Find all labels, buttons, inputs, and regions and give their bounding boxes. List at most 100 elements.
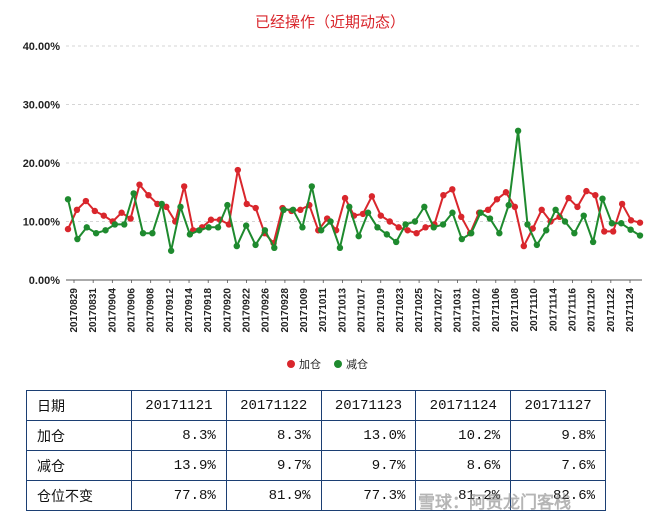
x-tick-label: 20171027 <box>433 288 444 333</box>
data-point <box>83 224 90 231</box>
data-point <box>618 220 625 227</box>
table-cell: 7.6% <box>510 450 606 481</box>
data-point <box>538 206 545 213</box>
table-cell: 13.9% <box>131 450 227 481</box>
y-tick-label: 30.00% <box>23 100 61 112</box>
data-point <box>458 213 465 221</box>
table-cell: 81.2% <box>415 480 512 511</box>
x-tick-label: 20171120 <box>587 288 598 332</box>
x-tick-label: 20170829 <box>69 288 80 333</box>
table-cell: 9.7% <box>225 450 322 481</box>
data-point <box>583 187 590 195</box>
data-point <box>486 215 494 222</box>
x-tick-label: 20170904 <box>107 288 118 333</box>
data-point <box>82 197 90 205</box>
data-point <box>327 218 334 225</box>
x-tick-label: 20170922 <box>242 288 253 333</box>
data-point <box>571 230 578 237</box>
x-tick-label: 20171122 <box>606 288 617 332</box>
data-point <box>280 206 287 213</box>
data-point <box>243 200 250 208</box>
table-cell: 8.6% <box>415 450 512 481</box>
data-point <box>154 200 161 208</box>
data-point <box>346 203 353 211</box>
data-point <box>207 216 215 223</box>
data-point <box>601 228 608 235</box>
series-加仓 <box>64 166 644 250</box>
table-cell: 10.2% <box>415 420 512 451</box>
data-point <box>430 224 437 231</box>
x-tick-label: 20171019 <box>376 288 387 333</box>
data-point <box>252 204 259 212</box>
data-point <box>102 227 109 234</box>
x-tick-label: 20171025 <box>414 288 425 333</box>
x-tick-label: 20170912 <box>165 288 176 333</box>
data-point <box>520 242 528 250</box>
data-point <box>524 221 531 228</box>
x-tick-label: 20171114 <box>548 288 559 332</box>
x-tick-label: 20170926 <box>261 288 272 333</box>
table-row: 减仓 13.9% 9.7% 9.7% 8.6% 7.6% <box>26 450 606 481</box>
data-point <box>289 206 297 213</box>
data-point <box>130 190 137 197</box>
date-cell: 20171121 <box>131 390 227 421</box>
data-point <box>543 227 550 234</box>
data-point <box>299 224 306 231</box>
x-tick-label: 20171116 <box>567 288 578 332</box>
legend-label: 减仓 <box>346 357 368 371</box>
summary-table: 日期 20171121 20171122 20171123 20171124 2… <box>26 390 606 511</box>
data-point <box>439 221 447 228</box>
data-point <box>261 227 269 234</box>
y-tick-label: 10.00% <box>23 217 61 229</box>
x-tick-label: 20171031 <box>452 288 463 333</box>
x-tick-label: 20171011 <box>318 288 329 332</box>
x-tick-label: 20170918 <box>203 288 214 333</box>
date-cell: 20171122 <box>225 390 322 421</box>
x-tick-label: 20170928 <box>280 288 291 333</box>
date-cell: 20171127 <box>510 390 606 421</box>
data-point <box>421 203 428 211</box>
chart-title: 已经操作（近期动态） <box>255 13 405 31</box>
table-cell: 82.6% <box>510 480 606 511</box>
x-tick-label: 20170906 <box>127 288 138 333</box>
table-row: 加仓 8.3% 8.3% 13.0% 10.2% 9.8% <box>26 420 606 451</box>
data-point <box>395 224 402 231</box>
data-point <box>502 189 510 196</box>
data-point <box>505 201 512 209</box>
y-tick-label: 20.00% <box>23 158 61 170</box>
data-point <box>224 201 231 209</box>
data-point <box>341 194 349 202</box>
data-point <box>383 231 391 238</box>
data-point <box>177 203 184 211</box>
data-point <box>64 225 72 233</box>
data-point <box>180 183 188 190</box>
data-point <box>411 218 419 225</box>
data-point <box>493 196 501 203</box>
data-point <box>111 221 119 228</box>
x-tick-label: 20171023 <box>395 288 406 333</box>
data-point <box>73 206 81 213</box>
data-point <box>121 221 128 228</box>
data-point <box>413 230 420 237</box>
data-point <box>477 209 484 216</box>
table-cell: 9.7% <box>320 450 417 481</box>
data-point <box>100 212 107 219</box>
y-tick-label: 0.00% <box>29 275 60 287</box>
data-point <box>92 230 100 237</box>
data-point <box>317 227 325 234</box>
data-point <box>458 235 466 243</box>
data-point <box>422 224 429 231</box>
data-point <box>589 238 597 246</box>
data-point <box>374 224 381 231</box>
line-chart: 已经操作（近期动态） 0.00% 10.00% 20.00% 30.00% 40.00%… <box>23 13 644 371</box>
y-tick-label: 40.00% <box>23 41 61 53</box>
data-point <box>64 196 72 203</box>
data-point <box>468 230 475 237</box>
data-point <box>574 203 581 211</box>
data-point <box>580 212 587 219</box>
data-point <box>449 186 456 193</box>
data-point <box>368 193 376 200</box>
data-point <box>533 241 541 249</box>
legend-item: 减仓 <box>334 357 368 371</box>
legend-label: 加仓 <box>299 357 321 371</box>
